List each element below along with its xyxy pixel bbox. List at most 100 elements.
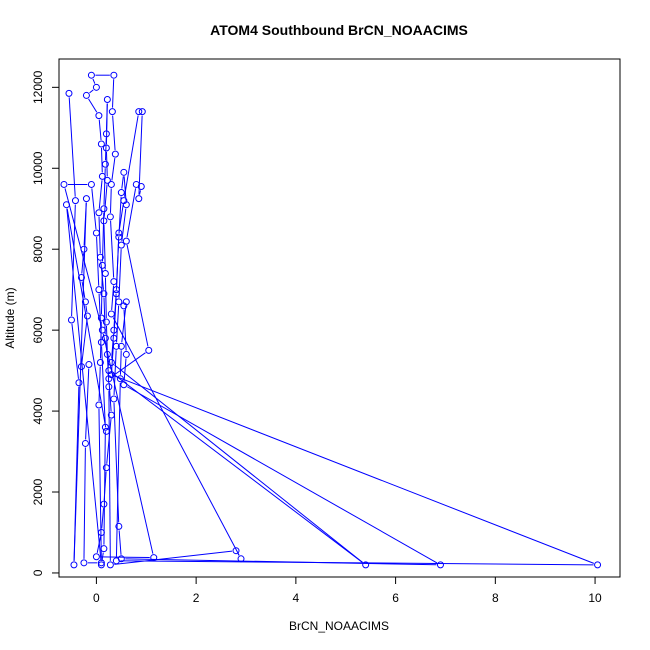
data-point (117, 241, 125, 249)
data-point (117, 189, 125, 197)
data-point (122, 237, 130, 245)
data-point (138, 108, 146, 116)
data-point (97, 140, 105, 148)
data-point (98, 172, 106, 180)
data-point (97, 559, 105, 567)
series-segment (139, 190, 141, 195)
series-segment (105, 326, 108, 351)
data-point (75, 379, 83, 387)
data-point (120, 197, 128, 205)
series-segment (111, 158, 116, 181)
data-point (112, 342, 120, 350)
series-segment (106, 419, 112, 464)
series-segment (114, 550, 233, 565)
data-point (102, 318, 110, 326)
series-segment (66, 208, 107, 428)
data-point (132, 180, 140, 188)
data-point (82, 91, 90, 99)
data-point (95, 401, 103, 409)
series-segment (103, 224, 106, 270)
data-point (103, 176, 111, 184)
y-axis-label: Altitude (m) (3, 287, 17, 348)
data-point (102, 427, 110, 435)
data-point (115, 522, 123, 530)
data-point (115, 233, 123, 241)
x-tick-label: 0 (93, 591, 100, 605)
series-segment (83, 447, 86, 559)
data-point (87, 180, 95, 188)
series-segment (98, 293, 102, 339)
series-segment (64, 188, 102, 327)
data-point (115, 298, 123, 306)
data-point (97, 314, 105, 322)
series-segment (118, 530, 122, 555)
series-markers (60, 71, 602, 569)
y-tick-label: 2000 (31, 478, 45, 505)
series-segment (100, 556, 150, 559)
data-point (80, 559, 88, 567)
data-point (120, 168, 128, 176)
series-segment (101, 147, 103, 173)
data-point (101, 423, 109, 431)
data-point (65, 89, 73, 97)
series-segment (85, 368, 90, 440)
series-segment (111, 352, 146, 377)
series-segment (123, 115, 139, 197)
data-point (102, 144, 110, 152)
series-segment (111, 372, 363, 563)
data-point (122, 350, 130, 358)
data-point (110, 71, 118, 79)
data-point (436, 561, 444, 569)
series-segment (103, 431, 106, 545)
data-point (105, 383, 113, 391)
data-point (95, 286, 103, 294)
data-point (98, 326, 106, 334)
series-segment (101, 508, 105, 529)
data-point (145, 346, 153, 354)
data-point (101, 334, 109, 342)
data-point (80, 245, 88, 253)
series-segment (120, 560, 594, 566)
y-tick-label: 10000 (31, 151, 45, 185)
series-segment (123, 176, 127, 201)
chart-title: ATOM4 Southbound BrCN_NOAACIMS (210, 22, 468, 38)
data-point (100, 500, 108, 508)
series-segment (108, 382, 112, 412)
data-point (150, 554, 158, 562)
data-point (96, 253, 104, 261)
data-point (110, 326, 118, 334)
series-segment (112, 79, 115, 108)
x-axis-label: BrCN_NOAACIMS (289, 619, 389, 633)
data-point (117, 342, 125, 350)
data-point (105, 375, 113, 383)
data-point (232, 547, 240, 555)
series-segment (126, 244, 149, 347)
series-segment (68, 97, 76, 197)
y-tick-label: 8000 (31, 236, 45, 263)
data-point (71, 197, 79, 205)
data-point (110, 395, 118, 403)
series-segment (98, 408, 102, 559)
data-point (95, 112, 103, 120)
data-point (100, 290, 108, 298)
data-point (97, 528, 105, 536)
data-point (106, 561, 114, 569)
data-point (111, 150, 119, 158)
data-point (77, 363, 85, 371)
x-tick-label: 4 (293, 591, 300, 605)
data-point (67, 316, 75, 324)
data-point (112, 290, 120, 298)
series-segment (123, 358, 127, 381)
data-point (102, 130, 110, 138)
data-point (81, 439, 89, 447)
data-point (100, 205, 108, 213)
series-segment (66, 208, 102, 561)
data-point (60, 180, 68, 188)
y-tick-label: 12000 (31, 70, 45, 104)
series-segment (81, 319, 88, 363)
x-tick-label: 8 (492, 591, 499, 605)
series-segment (98, 366, 101, 402)
series-segment (114, 375, 595, 564)
data-point (237, 555, 245, 563)
